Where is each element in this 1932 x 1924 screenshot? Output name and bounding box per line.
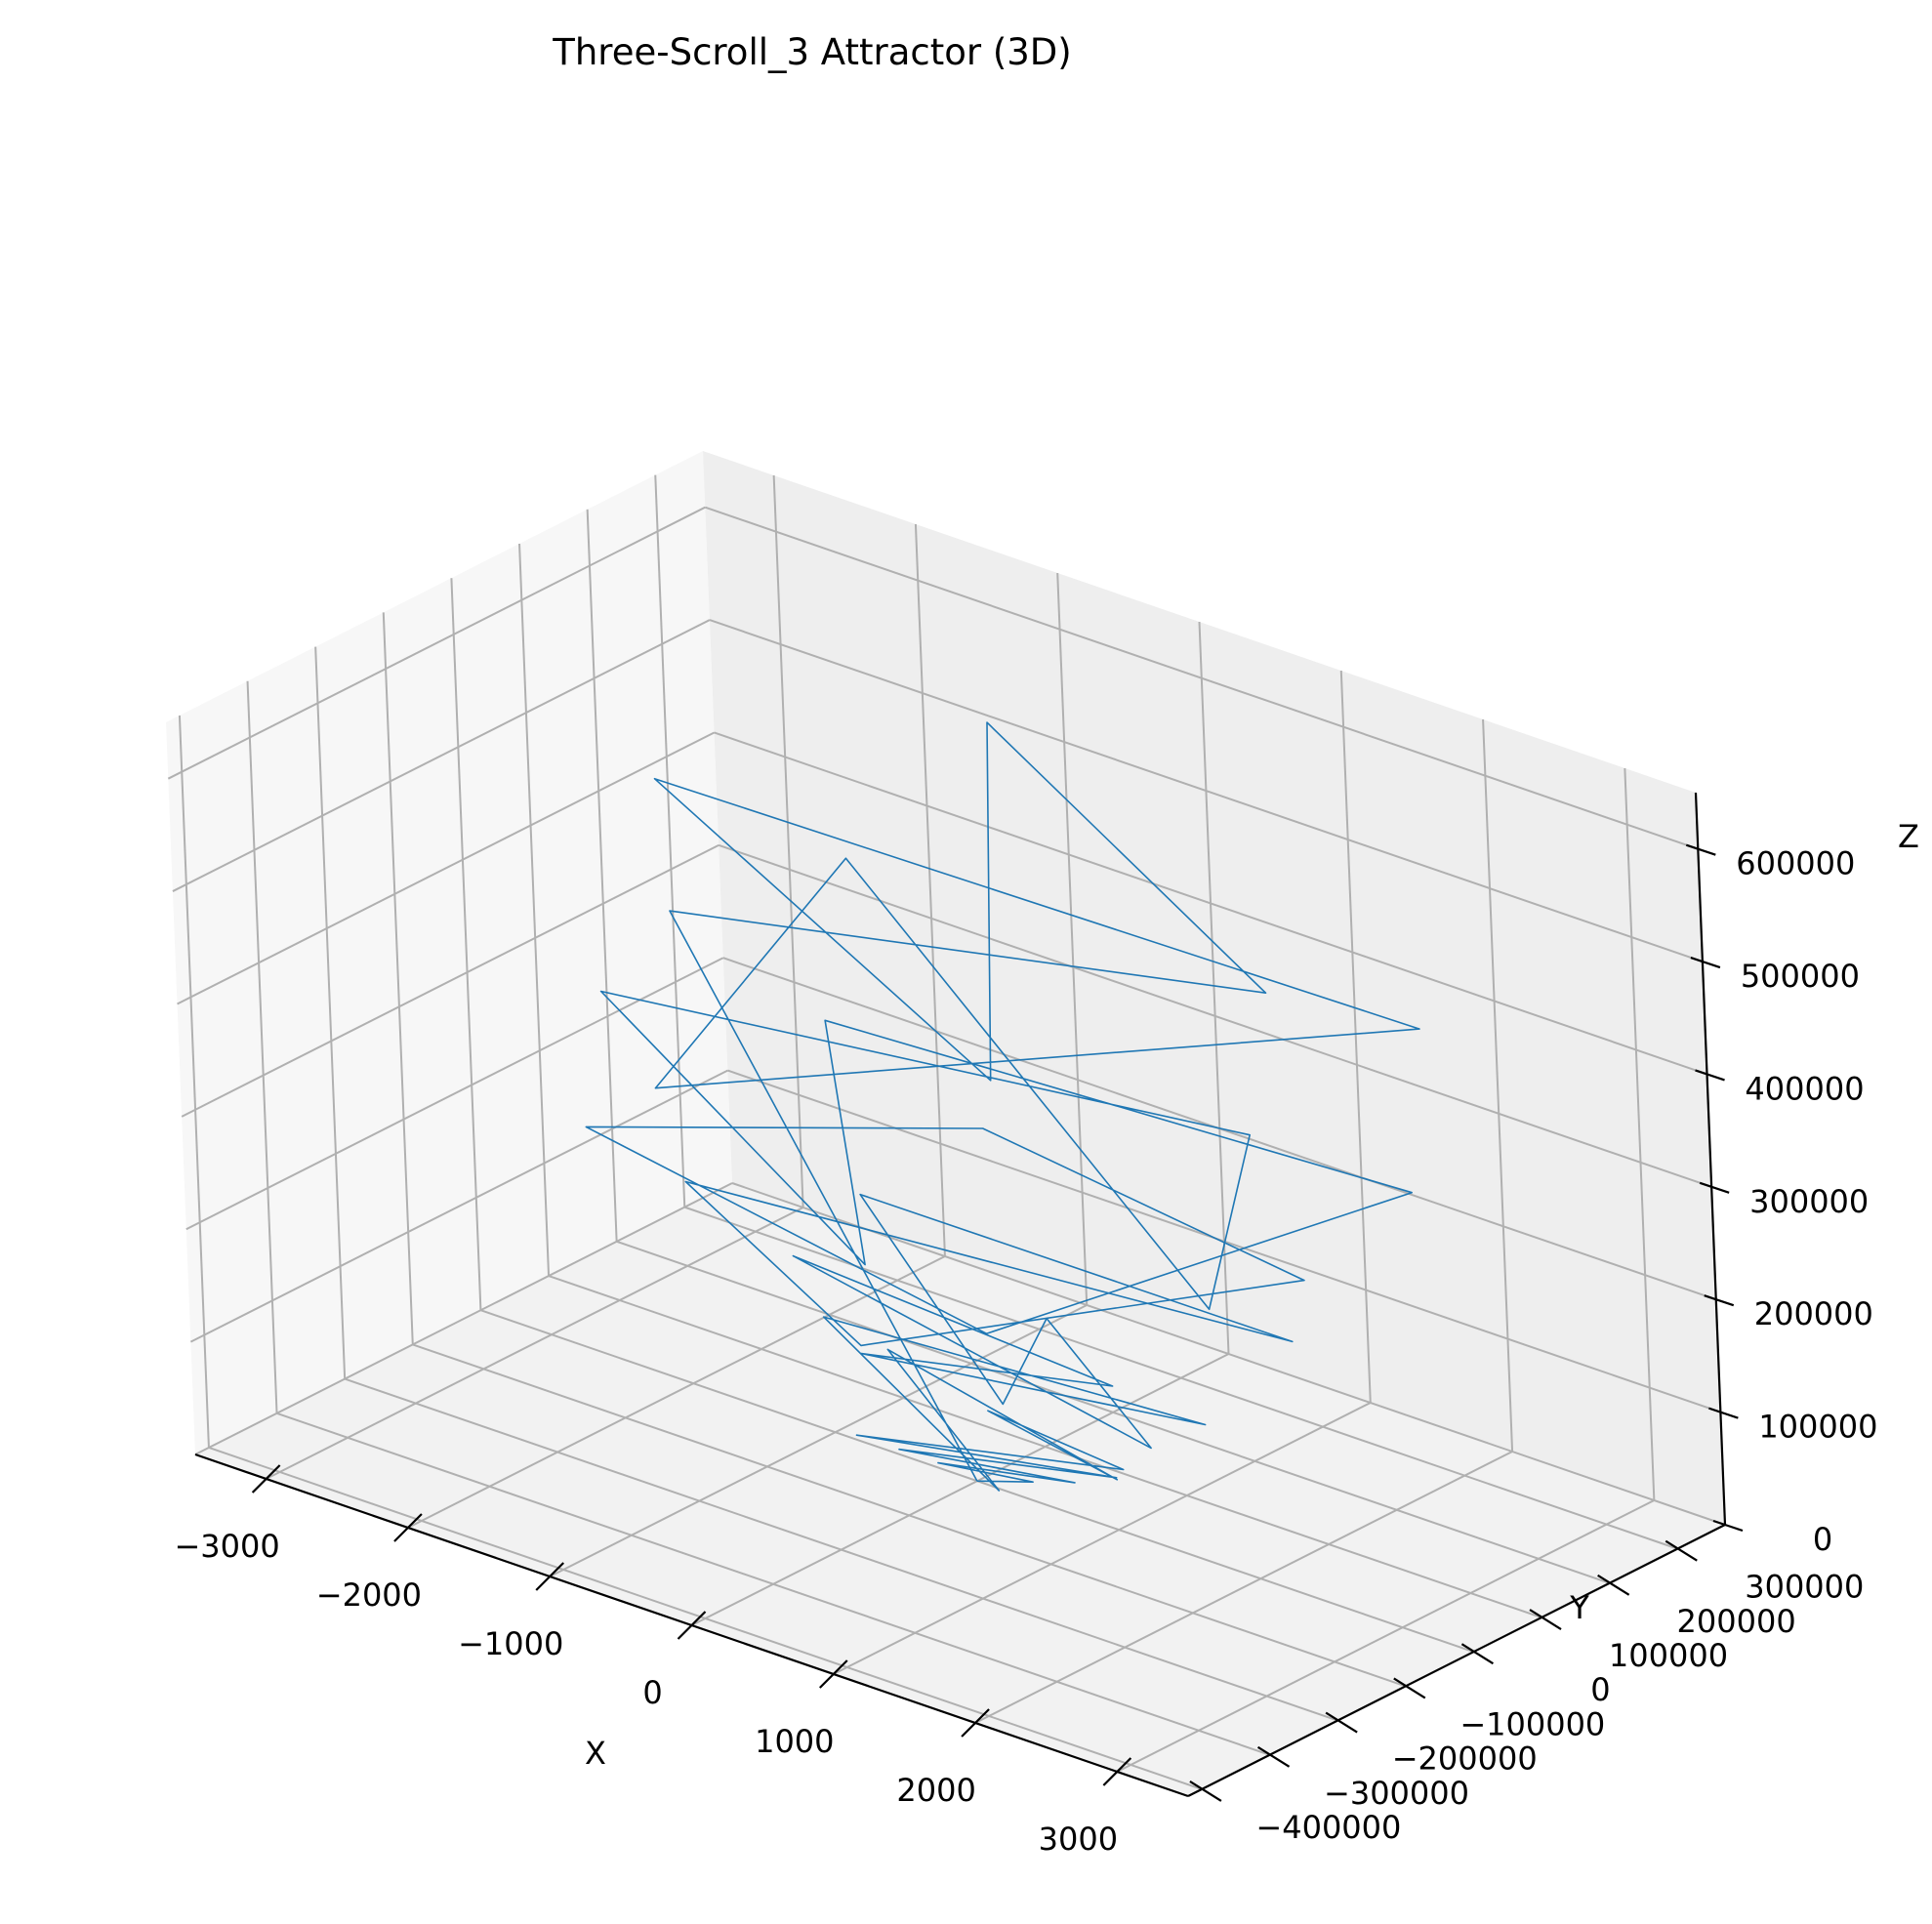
- y-tick-label: 0: [1590, 1671, 1610, 1708]
- series-line: [585, 721, 1420, 1492]
- z-grid-back: [714, 731, 1707, 1076]
- y-tick-label: −400000: [1255, 1809, 1401, 1846]
- y-grid-wall: [246, 680, 278, 1413]
- x-grid-floor: [266, 1207, 804, 1480]
- z-axis-line: [1694, 792, 1727, 1526]
- z-grid-back: [704, 506, 1699, 850]
- z-tick-label: 200000: [1754, 1295, 1873, 1332]
- z-tick: [1704, 1294, 1735, 1307]
- x-grid-wall: [914, 523, 946, 1257]
- x-tick: [535, 1562, 564, 1591]
- z-tick: [1712, 1519, 1744, 1533]
- x-tick-label: 3000: [1039, 1821, 1118, 1858]
- z-grid-left: [167, 506, 706, 780]
- x-grid-wall: [1482, 718, 1514, 1453]
- y-grid-wall: [314, 646, 347, 1379]
- y-tick: [1256, 1745, 1291, 1768]
- y-grid-floor: [412, 1343, 1407, 1688]
- x-tick: [251, 1464, 281, 1494]
- x-grid-floor: [407, 1255, 946, 1529]
- z-grid-left: [194, 1182, 733, 1455]
- y-tick-label: −300000: [1324, 1775, 1469, 1812]
- y-axis-label: Y: [1569, 1589, 1589, 1626]
- y-tick-label: 300000: [1745, 1569, 1864, 1606]
- x-tick: [677, 1611, 707, 1640]
- y-tick: [1665, 1539, 1698, 1562]
- y-tick: [1325, 1711, 1358, 1734]
- x-tick: [393, 1513, 423, 1542]
- y-grid-wall: [654, 474, 686, 1208]
- z-tick-label: 0: [1813, 1521, 1832, 1558]
- y-grid-floor: [616, 1240, 1610, 1584]
- y-grid-wall: [518, 543, 551, 1277]
- z-tick-label: 300000: [1749, 1183, 1869, 1220]
- x-grid-wall: [1056, 572, 1089, 1306]
- y-tick: [1189, 1781, 1222, 1802]
- y-grid-floor: [208, 1447, 1203, 1790]
- chart-title: Three-Scroll_3 Attractor (3D): [552, 31, 1071, 73]
- z-tick: [1708, 1407, 1739, 1419]
- x-tick: [1102, 1757, 1132, 1786]
- y-grid-floor: [276, 1412, 1270, 1756]
- y-tick-label: −200000: [1392, 1740, 1538, 1778]
- y-grid-floor: [548, 1275, 1542, 1618]
- x-tick-label: −1000: [458, 1625, 563, 1662]
- x-grid-wall: [772, 474, 804, 1208]
- x-tick-label: −2000: [316, 1576, 422, 1614]
- x-tick-label: 2000: [896, 1772, 975, 1809]
- x-grid-floor: [974, 1451, 1513, 1724]
- z-tick: [1695, 1069, 1725, 1082]
- y-tick-label: 100000: [1609, 1637, 1728, 1674]
- z-grid-back: [718, 843, 1712, 1188]
- grid-lines: [167, 474, 1726, 1790]
- x-grid-floor: [833, 1402, 1372, 1675]
- z-grid-back: [731, 1182, 1726, 1526]
- x-grid-wall: [1624, 767, 1656, 1501]
- series-layer: [585, 721, 1420, 1492]
- y-tick: [1597, 1574, 1630, 1596]
- z-tick: [1699, 1181, 1730, 1194]
- x-grid-floor: [691, 1353, 1229, 1626]
- y-axis-line: [1187, 1524, 1726, 1797]
- y-grid-wall: [178, 715, 210, 1449]
- z-grid-left: [181, 843, 719, 1118]
- y-tick: [1460, 1643, 1494, 1665]
- y-grid-wall: [586, 509, 618, 1242]
- y-tick-label: −100000: [1459, 1705, 1605, 1742]
- y-grid-floor: [683, 1206, 1678, 1550]
- z-tick-label: 100000: [1758, 1409, 1877, 1446]
- axis-panes: [166, 451, 1725, 1796]
- x-tick: [961, 1708, 990, 1738]
- y-grid-wall: [382, 612, 414, 1345]
- x-axis-label: X: [585, 1735, 606, 1772]
- z-tick-label: 600000: [1736, 845, 1855, 882]
- z-tick: [1685, 843, 1716, 856]
- z-grid-left: [189, 1069, 728, 1343]
- left-wall-pane: [166, 451, 732, 1454]
- x-tick: [819, 1659, 848, 1689]
- tick-labels: −3000 −2000 −1000 0 1000 2000 3000 −400000−3000…: [174, 845, 1877, 1858]
- y-grid-wall: [450, 578, 482, 1311]
- x-grid-floor: [1116, 1499, 1655, 1773]
- z-grid-left: [185, 957, 724, 1231]
- z-tick-label: 400000: [1745, 1071, 1864, 1108]
- x-grid-wall: [1339, 670, 1372, 1404]
- z-tick: [1690, 957, 1721, 969]
- z-axis-label: Z: [1898, 818, 1919, 855]
- y-tick: [1529, 1609, 1562, 1630]
- axes: [194, 792, 1744, 1802]
- z-grid-back: [709, 619, 1704, 963]
- x-grid-wall: [1198, 621, 1230, 1355]
- x-tick-label: 0: [642, 1674, 662, 1711]
- z-grid-left: [172, 619, 711, 892]
- z-grid-left: [177, 731, 715, 1005]
- z-tick-label: 500000: [1741, 958, 1860, 995]
- y-tick: [1393, 1677, 1426, 1699]
- x-grid-floor: [549, 1304, 1088, 1577]
- x-tick-label: −3000: [174, 1528, 279, 1565]
- y-grid-floor: [344, 1377, 1338, 1722]
- x-tick-label: 1000: [755, 1723, 834, 1760]
- y-tick-label: 200000: [1677, 1603, 1796, 1640]
